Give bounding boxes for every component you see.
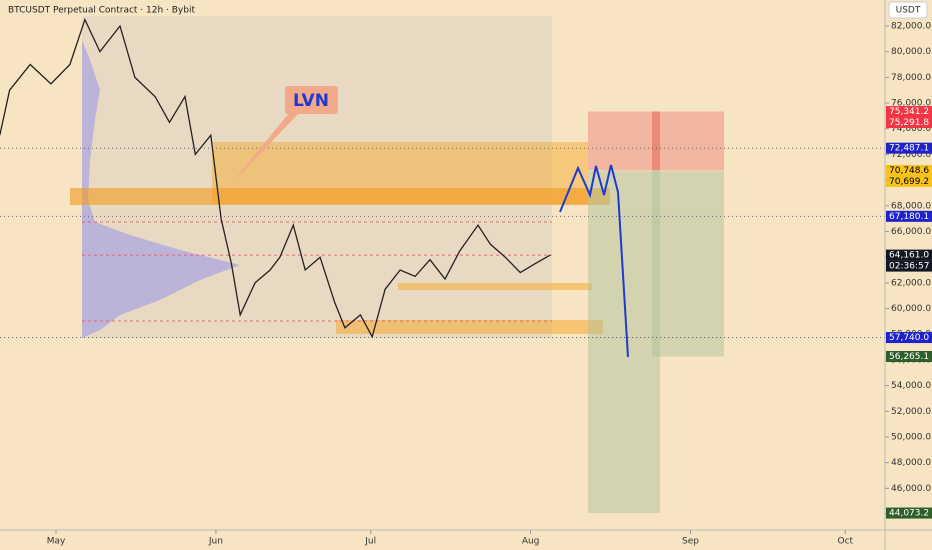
x-tick-label: Jul — [364, 537, 376, 547]
demand-zone — [398, 283, 592, 290]
stop-bar — [652, 111, 660, 171]
callout-text: LVN — [293, 91, 329, 111]
chart-title: BTCUSDT Perpetual Contract · 12h · Bybit — [8, 6, 195, 16]
y-tick-label: 62,000.0 — [891, 278, 931, 288]
y-tick-label: 68,000.0 — [891, 201, 931, 211]
y-tick-label: 74,000.0 — [891, 124, 931, 134]
y-tick-label: 46,000.0 — [891, 484, 931, 494]
countdown: 02:36:57 — [889, 262, 929, 272]
y-tick-label: 80,000.0 — [891, 47, 931, 57]
plot — [0, 17, 551, 339]
demand-zone — [336, 320, 603, 334]
price-label: 70,699.2 — [889, 177, 929, 187]
y-tick-label: 66,000.0 — [891, 227, 931, 237]
x-tick-label: May — [47, 537, 66, 547]
price-label: 75,291.8 — [889, 118, 929, 128]
y-tick-label: 50,000.0 — [891, 432, 931, 442]
lvn-zone — [70, 188, 610, 205]
position-boxes — [0, 111, 885, 514]
volume-profile — [82, 40, 240, 338]
y-tick-label: 52,000.0 — [891, 407, 931, 417]
axes: 82,000.0 80,000.0 78,000.0 76,000.0 74,000.0… — [47, 22, 932, 547]
y-tick-label: 54,000.0 — [891, 381, 931, 391]
countdown-box — [886, 260, 932, 272]
price-label-box — [886, 350, 932, 362]
price-line — [0, 17, 551, 339]
price-label-box — [886, 142, 932, 154]
target-box — [588, 171, 660, 514]
price-label: 56,265.1 — [889, 352, 929, 362]
x-tick-label: Jun — [208, 537, 223, 547]
x-tick-label: Sep — [682, 537, 699, 547]
y-tick-label: 76,000.0 — [891, 99, 931, 109]
price-label: 72,487.1 — [889, 144, 929, 154]
price-label-box — [886, 332, 932, 344]
callout-pointer — [231, 112, 300, 184]
callout-box — [285, 86, 338, 114]
price-label-box — [886, 175, 932, 187]
price-label: 75,341.2 — [889, 107, 929, 117]
price-label: 70,748.6 — [889, 166, 929, 176]
price-label: 44,073.2 — [889, 509, 929, 519]
y-tick-label: 48,000.0 — [891, 458, 931, 468]
y-tick-label: 82,000.0 — [891, 22, 931, 32]
price-label-box — [886, 106, 932, 118]
currency-label: USDT — [896, 6, 921, 16]
currency-button[interactable] — [888, 1, 928, 19]
price-label-box — [886, 249, 932, 261]
price-label-box — [886, 117, 932, 129]
projection-path — [559, 164, 629, 358]
y-tick-label: 72,000.0 — [891, 150, 931, 160]
target-box — [652, 171, 724, 357]
price-label: 67,180.1 — [889, 212, 929, 222]
x-tick-label: Oct — [837, 537, 853, 547]
price-label-box — [886, 210, 932, 222]
price-label-box — [886, 507, 932, 519]
price-label: 64,161.0 — [889, 251, 929, 261]
price-label: 57,740.0 — [889, 333, 929, 343]
y-tick-label: 78,000.0 — [891, 73, 931, 83]
x-tick-label: Aug — [522, 537, 540, 547]
price-label-box — [886, 164, 932, 176]
y-tick-label: 60,000.0 — [891, 304, 931, 314]
